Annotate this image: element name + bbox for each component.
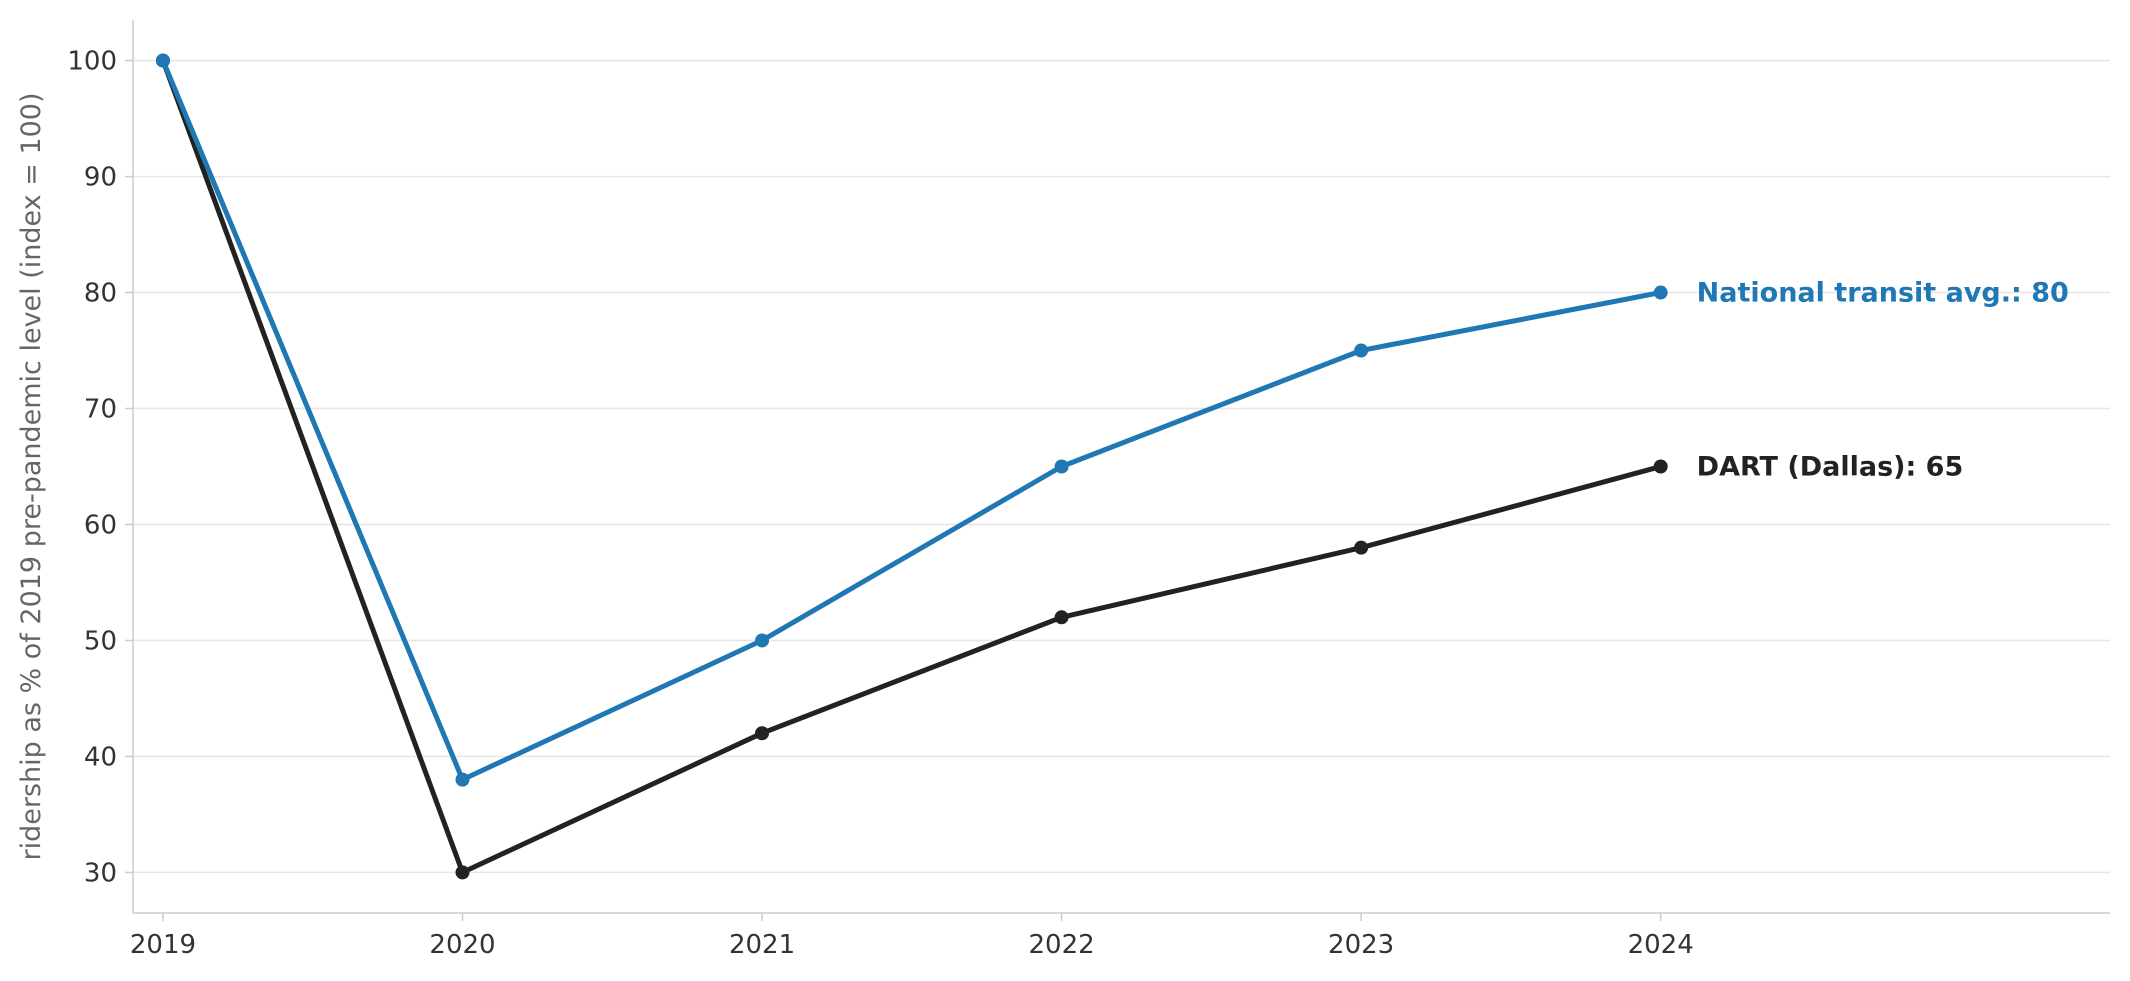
x-tick-label-2024: 2024 bbox=[1628, 930, 1694, 960]
x-tick-label-2020: 2020 bbox=[429, 930, 495, 960]
y-tick-label-60: 60 bbox=[84, 510, 117, 540]
x-tick-label-2023: 2023 bbox=[1328, 930, 1394, 960]
end-label-dart-dallas: DART (Dallas): 65 bbox=[1697, 452, 1964, 483]
series-line-dart-dallas bbox=[160, 58, 1664, 875]
y-tick-label-40: 40 bbox=[84, 742, 117, 772]
series-end-labels: DART (Dallas): 65 National transit avg.: … bbox=[1697, 278, 2069, 483]
point-national-transit-avg-2020 bbox=[455, 772, 470, 787]
x-tick-label-2019: 2019 bbox=[130, 930, 196, 960]
point-dart-dallas-2023 bbox=[1354, 540, 1369, 555]
x-tick-label-2021: 2021 bbox=[729, 930, 795, 960]
point-national-transit-avg-2022 bbox=[1054, 459, 1069, 474]
point-dart-dallas-2024 bbox=[1653, 459, 1668, 474]
y-tick-label-80: 80 bbox=[84, 279, 117, 309]
x-tick-labels: 2019 2020 2021 2022 2023 2024 bbox=[130, 913, 1694, 960]
point-dart-dallas-2020 bbox=[455, 865, 470, 880]
grid-lines bbox=[133, 59, 2110, 874]
y-tick-label-90: 90 bbox=[84, 163, 117, 193]
series-dart-dallas bbox=[155, 53, 1668, 880]
y-tick-label-70: 70 bbox=[84, 395, 117, 425]
series bbox=[155, 53, 1668, 880]
y-tick-label-30: 30 bbox=[84, 858, 117, 888]
y-axis-title: ridership as % of 2019 pre-pandemic leve… bbox=[16, 92, 47, 860]
x-tick-label-2022: 2022 bbox=[1029, 930, 1095, 960]
series-national-transit-avg bbox=[155, 53, 1668, 787]
end-label-national-transit-avg: National transit avg.: 80 bbox=[1697, 278, 2069, 309]
y-tick-label-100: 100 bbox=[67, 47, 117, 77]
y-tick-label-50: 50 bbox=[84, 626, 117, 656]
point-national-transit-avg-2023 bbox=[1354, 343, 1369, 358]
series-line-national-transit-avg bbox=[160, 58, 1664, 783]
point-national-transit-avg-2024 bbox=[1653, 285, 1668, 300]
y-tick-labels: 30 40 50 60 70 80 90 100 bbox=[67, 47, 133, 888]
point-national-transit-avg-2019 bbox=[155, 53, 170, 68]
point-dart-dallas-2021 bbox=[755, 726, 770, 741]
point-national-transit-avg-2021 bbox=[755, 633, 770, 648]
point-dart-dallas-2022 bbox=[1054, 610, 1069, 625]
